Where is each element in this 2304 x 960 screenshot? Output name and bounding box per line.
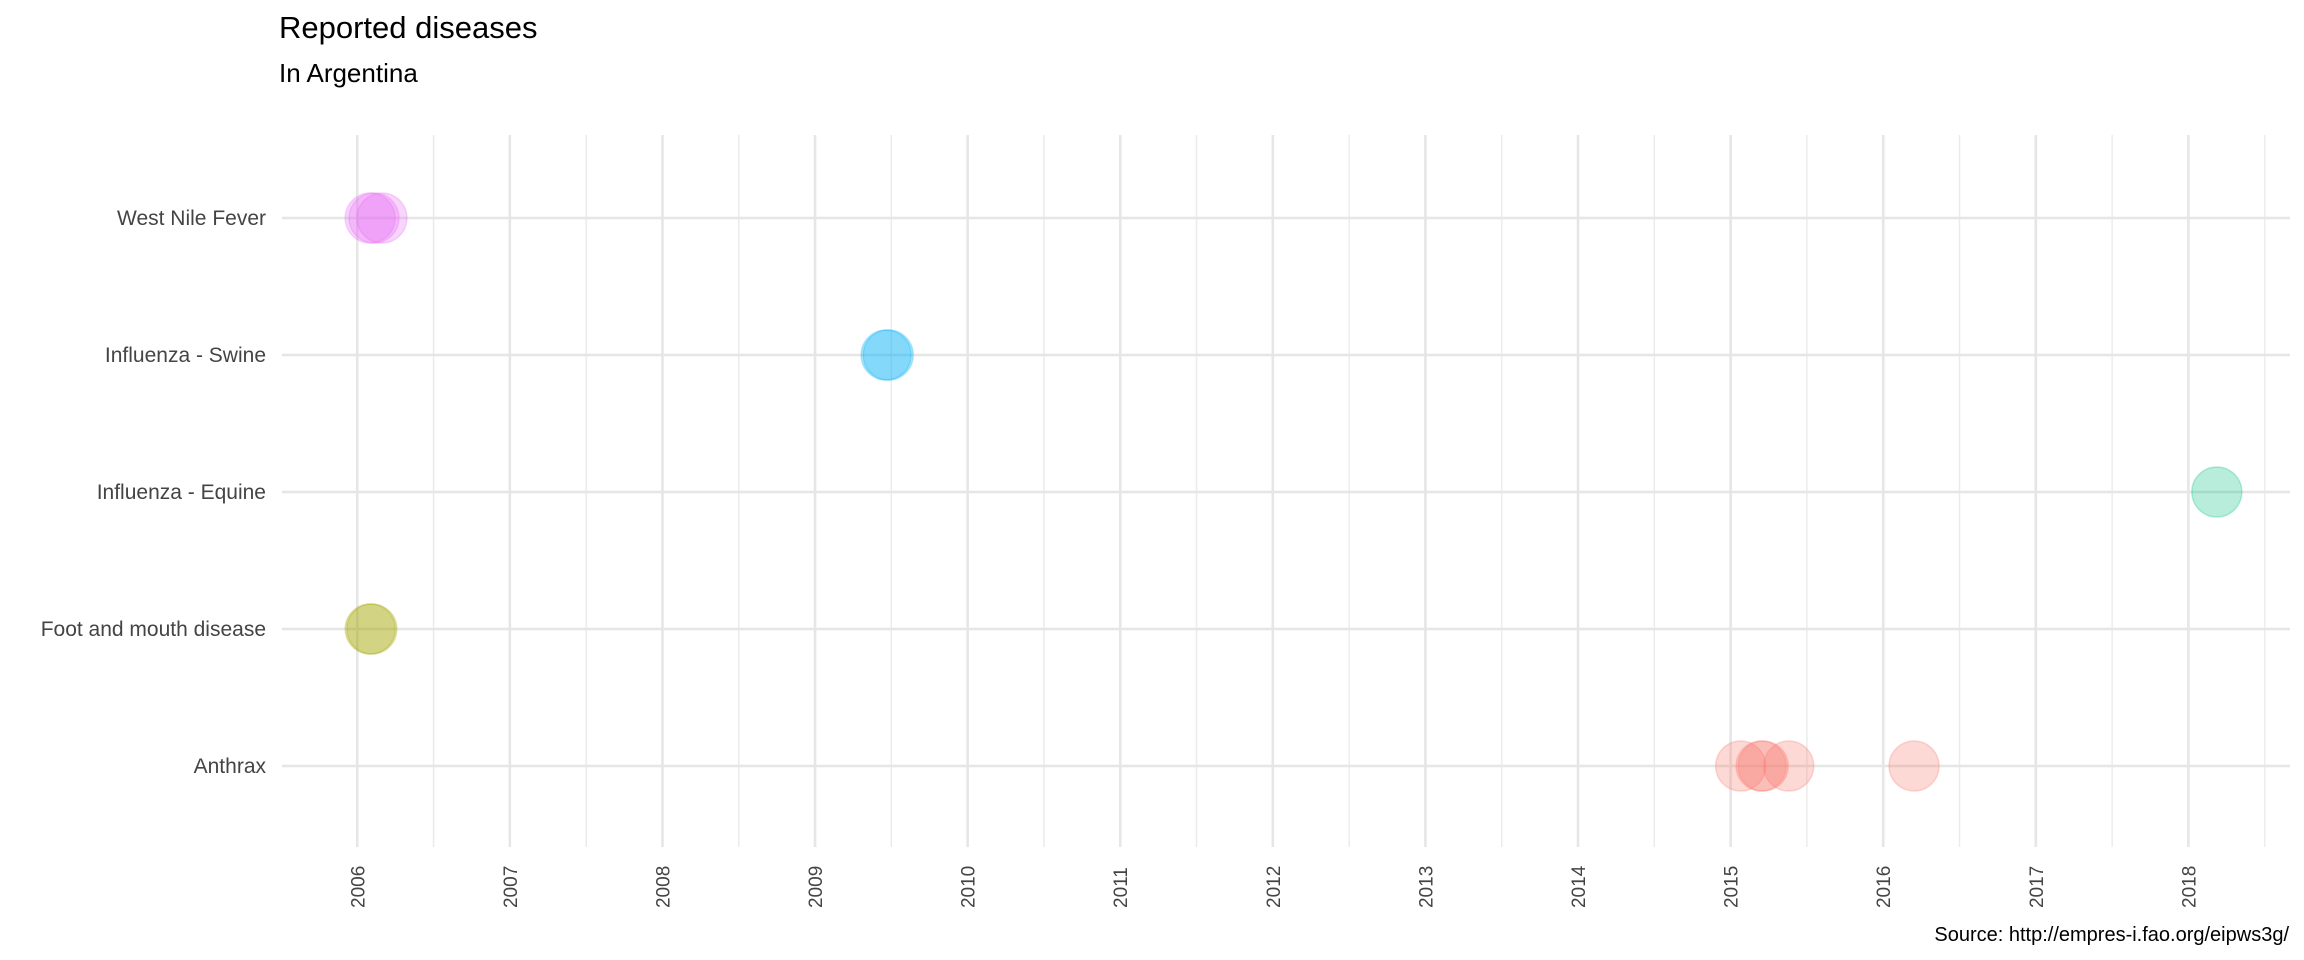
data-point <box>344 192 396 244</box>
y-tick-label: Anthrax <box>194 755 267 778</box>
chart-caption: Source: http://empres-i.fao.org/eipws3g/ <box>1934 924 2289 946</box>
x-tick-label: 2006 <box>348 866 369 908</box>
x-tick-label: 2015 <box>1722 866 1743 908</box>
data-point <box>2191 466 2243 518</box>
x-tick-label: 2014 <box>1569 865 1590 908</box>
data-point <box>1888 740 1940 792</box>
data-point <box>344 603 396 655</box>
x-axis-labels: 2006 2007 2008 2009 2010 2011 2012 2013 2014 2015… <box>348 865 2200 908</box>
data-point <box>346 603 398 655</box>
points-layer <box>344 192 2243 792</box>
data-point <box>1714 740 1767 792</box>
y-tick-label: Foot and mouth disease <box>41 618 266 641</box>
x-tick-label: 2010 <box>959 866 980 908</box>
data-point <box>1735 740 1787 792</box>
x-tick-label: 2017 <box>2027 866 2048 908</box>
y-tick-label: Influenza - Equine <box>97 481 266 504</box>
data-point <box>356 192 408 244</box>
grid-layer <box>282 135 2290 847</box>
y-tick-label: West Nile Fever <box>117 207 266 230</box>
data-point <box>1762 740 1815 792</box>
x-tick-label: 2009 <box>806 866 827 908</box>
data-point <box>860 329 912 381</box>
data-point <box>862 329 914 381</box>
x-tick-label: 2007 <box>501 866 522 908</box>
x-tick-label: 2008 <box>653 866 674 908</box>
x-tick-label: 2016 <box>1874 866 1895 908</box>
data-point <box>1737 740 1789 792</box>
data-point <box>348 192 400 244</box>
y-tick-label: Influenza - Swine <box>105 344 266 367</box>
chart-title: Reported diseases <box>279 10 538 45</box>
x-tick-label: 2018 <box>2179 866 2200 908</box>
y-axis-labels: Anthrax Foot and mouth disease Influenza -… <box>41 207 267 778</box>
x-tick-label: 2012 <box>1264 866 1285 908</box>
x-tick-label: 2013 <box>1416 866 1437 908</box>
chart-subtitle: In Argentina <box>279 58 418 88</box>
x-tick-label: 2011 <box>1111 867 1132 908</box>
